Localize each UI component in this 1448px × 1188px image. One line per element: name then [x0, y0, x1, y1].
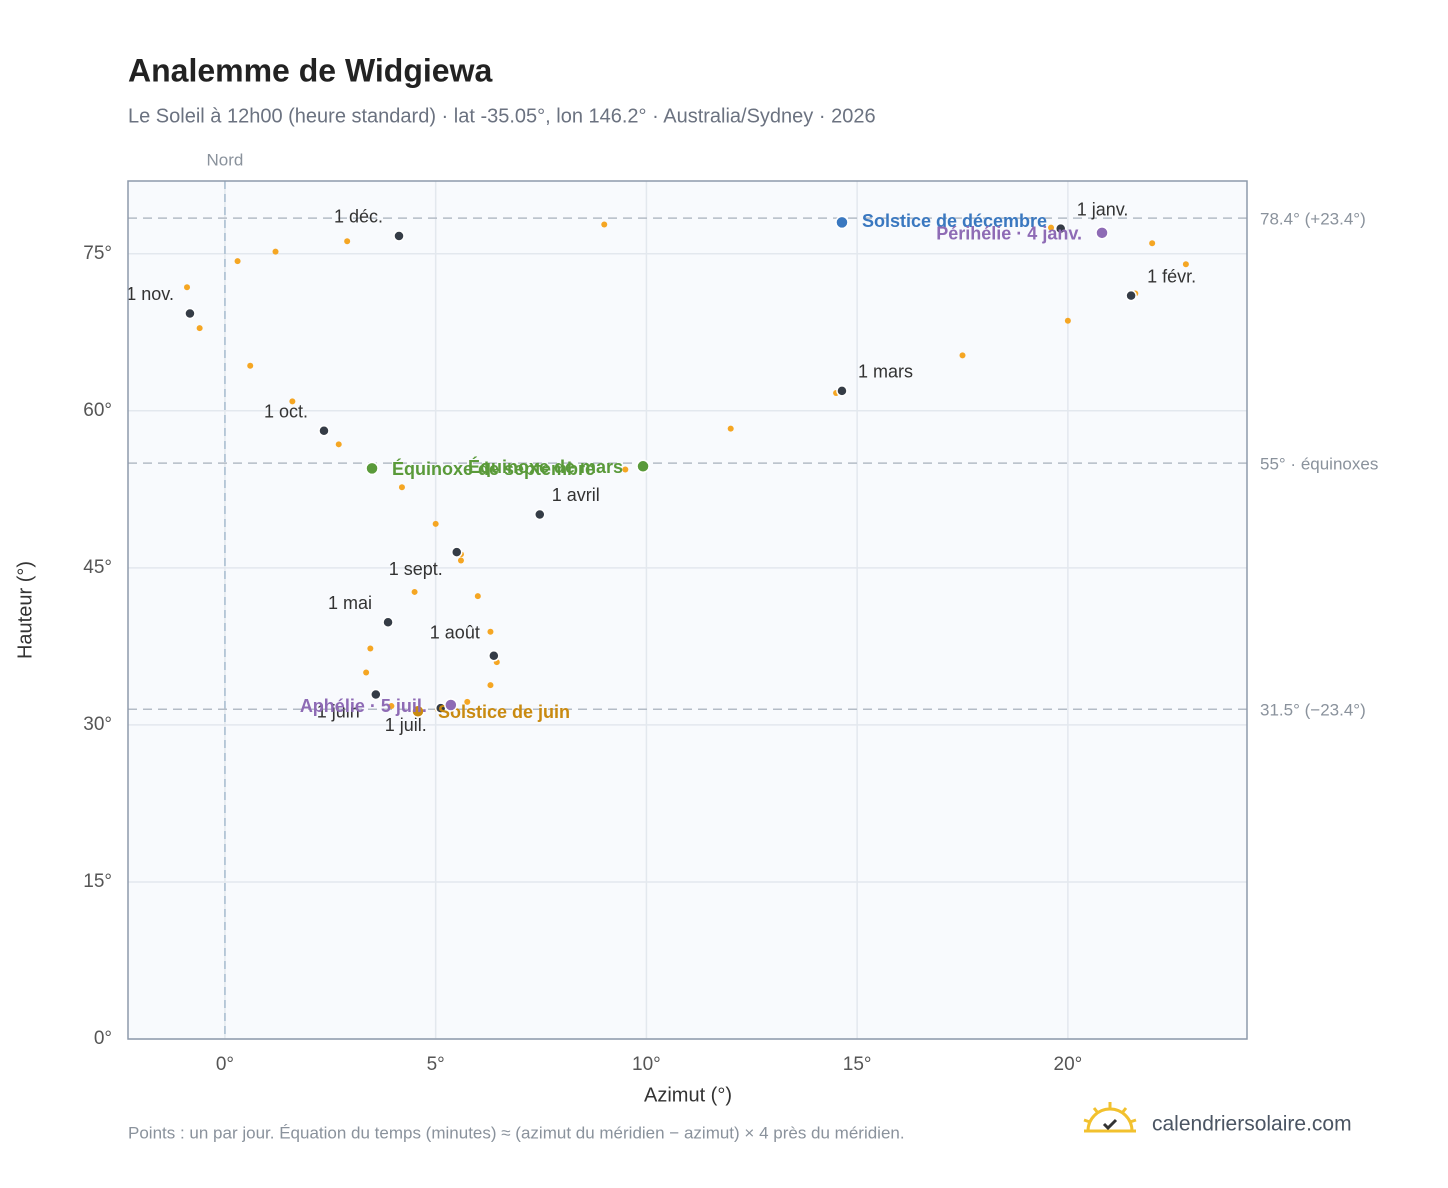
x-tick-label: 20°	[1054, 1054, 1083, 1075]
y-axis-label: Hauteur (°)	[14, 561, 36, 659]
daily-point	[367, 645, 374, 652]
month-label: 1 avril	[552, 485, 600, 505]
daily-point	[601, 221, 608, 228]
daily-point	[1149, 240, 1156, 247]
y-tick-label: 60°	[83, 400, 112, 421]
x-tick-label: 10°	[632, 1054, 661, 1075]
event-marker	[835, 215, 849, 230]
event-marker	[411, 704, 425, 719]
daily-point	[1064, 317, 1071, 324]
daily-point	[727, 425, 734, 432]
month-label: 1 sept.	[389, 559, 443, 579]
daily-point	[388, 703, 395, 710]
daily-point	[398, 484, 405, 491]
y-tick-label: 15°	[83, 871, 112, 892]
month-marker	[1054, 222, 1067, 235]
event-marker	[365, 461, 379, 476]
chart-subtitle: Le Soleil à 12h00 (heure standard) · lat…	[128, 105, 876, 127]
event-label: Équinoxe de mars	[468, 456, 623, 477]
daily-point	[247, 362, 254, 369]
daily-point	[1048, 224, 1055, 231]
event-label: Aphélie · 5 juil.	[300, 696, 427, 716]
y-tick-label: 30°	[83, 714, 112, 735]
month-marker	[1125, 289, 1137, 302]
daily-point	[432, 520, 439, 527]
month-marker	[393, 230, 405, 242]
daily-point	[959, 352, 966, 359]
x-tick-label: 15°	[843, 1054, 872, 1075]
reference-label: 78.4° (+23.4°)	[1260, 210, 1366, 229]
x-tick-label: 5°	[427, 1054, 445, 1075]
month-label: 1 mars	[858, 362, 913, 382]
month-marker	[836, 385, 848, 397]
month-label: 1 nov.	[126, 284, 174, 304]
daily-point	[1182, 261, 1189, 268]
north-label: Nord	[207, 150, 244, 169]
event-label: Équinoxe de septembre	[392, 458, 595, 479]
daily-point	[457, 557, 464, 564]
month-marker	[534, 508, 546, 521]
plot-area	[128, 181, 1247, 1039]
month-label: 1 août	[430, 623, 480, 643]
reference-label: 55° · équinoxes	[1260, 455, 1378, 474]
event-label: Solstice de décembre	[862, 211, 1047, 231]
daily-point	[411, 588, 418, 595]
brand-logo	[1083, 1102, 1137, 1133]
month-label: 1 juil.	[385, 715, 427, 735]
month-label: 1 févr.	[1147, 266, 1196, 286]
daily-point	[474, 593, 481, 600]
event-marker	[1095, 226, 1109, 240]
daily-point	[272, 248, 279, 255]
daily-point	[487, 628, 494, 635]
month-label: 1 mai	[328, 593, 372, 613]
month-label: 1 oct.	[264, 401, 308, 421]
daily-point	[622, 466, 629, 473]
month-marker	[488, 650, 500, 662]
month-marker	[450, 546, 463, 558]
daily-point	[196, 325, 203, 332]
daily-point	[234, 258, 241, 265]
reference-label: 31.5° (−23.4°)	[1260, 701, 1366, 720]
footnote: Points : un par jour. Équation du temps …	[128, 1123, 905, 1142]
chart-title: Analemme de Widgiewa	[128, 52, 492, 88]
y-tick-label: 45°	[83, 557, 112, 578]
month-marker	[184, 307, 196, 320]
event-marker	[636, 459, 650, 474]
event-marker	[444, 698, 458, 712]
daily-point	[289, 398, 296, 405]
month-label: 1 janv.	[1077, 199, 1129, 219]
event-label: Solstice de juin	[438, 702, 570, 722]
daily-point	[335, 441, 342, 448]
event-label: Périhélie · 4 janv.	[936, 224, 1082, 244]
y-tick-label: 0°	[94, 1028, 112, 1049]
daily-point	[344, 238, 351, 245]
x-axis-label: Azimut (°)	[644, 1084, 732, 1106]
x-tick-label: 0°	[216, 1054, 234, 1075]
daily-point	[184, 284, 191, 291]
daily-point	[487, 682, 494, 689]
brand: calendriersolaire.com	[1152, 1113, 1352, 1136]
month-marker	[318, 424, 330, 437]
month-marker	[370, 688, 382, 701]
daily-point	[363, 669, 370, 676]
month-marker	[382, 616, 394, 629]
plot-border	[127, 180, 1248, 1040]
month-label: 1 juin	[317, 701, 360, 721]
y-tick-label: 75°	[83, 243, 112, 264]
daily-point	[464, 698, 471, 705]
month-label: 1 déc.	[334, 207, 383, 227]
